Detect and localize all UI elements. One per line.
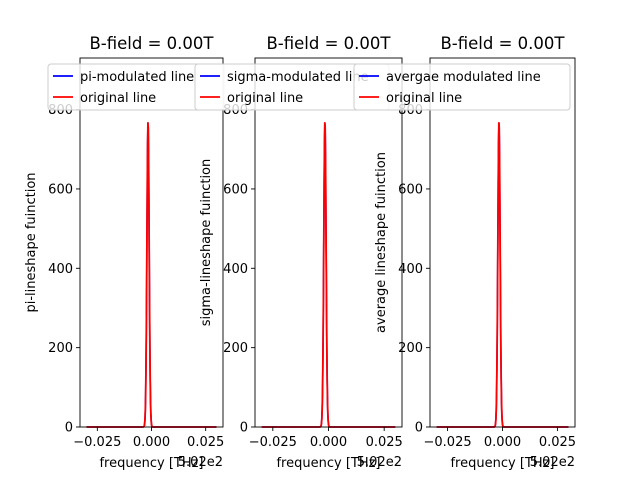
series-line-2: [85, 121, 218, 428]
chart-panel-3: B-field = 0.00T −0.025 0.000 0.025 0 200 400 60…: [353, 34, 576, 471]
legend-entry: pi-modulated line: [80, 70, 194, 85]
x-tick-label: 0.000: [133, 435, 170, 450]
legend-entry: original line: [386, 91, 462, 106]
legend-entry: original line: [227, 91, 303, 106]
legend: sigma-modulated line original line: [194, 63, 390, 111]
x-tick-label: 0.000: [310, 435, 347, 450]
legend-entry: original line: [80, 91, 156, 106]
chart-panel-1: B-field = 0.00T −0.025 0.000 0.025 0 200 400 60…: [24, 34, 225, 471]
y-tick-label: 200: [48, 341, 73, 356]
series-line-1: [86, 122, 217, 428]
x-tick-label: 0.025: [366, 435, 403, 450]
series-line-1: [436, 122, 569, 428]
chart-title: B-field = 0.00T: [266, 34, 391, 53]
x-tick-label: −0.025: [424, 435, 472, 450]
chart-panel-2: B-field = 0.00T −0.025 0.000 0.025 0 200 400 60…: [194, 34, 403, 471]
chart-title: B-field = 0.00T: [89, 34, 214, 53]
y-axis-label: average lineshape fuinction: [374, 152, 389, 333]
y-tick-label: 200: [398, 341, 423, 356]
y-tick-label: 0: [240, 421, 248, 436]
legend-entry: avergae modulated line: [386, 70, 541, 85]
legend: pi-modulated line original line: [47, 63, 225, 111]
x-offset-label: 5.02e2: [530, 455, 575, 470]
y-tick-label: 400: [223, 262, 248, 277]
plot-frame: [429, 57, 576, 428]
legend-box: [353, 63, 571, 111]
x-tick-label: 0.025: [187, 435, 224, 450]
y-tick-label: 400: [48, 262, 73, 277]
x-tick-label: 0.000: [484, 435, 521, 450]
y-tick-label: 200: [223, 341, 248, 356]
y-axis-label: sigma-lineshape fuinction: [199, 159, 214, 327]
y-axis-label: pi-lineshape fuinction: [24, 172, 39, 312]
y-tick-label: 600: [398, 182, 423, 197]
x-offset-label: 5.02e2: [178, 455, 223, 470]
y-tick-label: 600: [48, 182, 73, 197]
legend: avergae modulated line original line: [353, 63, 571, 111]
x-tick-label: 0.025: [539, 435, 576, 450]
y-tick-label: 600: [223, 182, 248, 197]
x-axis-label: frequency [THz]: [450, 456, 554, 471]
y-tick-label: 0: [415, 421, 423, 436]
y-tick-label: 400: [398, 262, 423, 277]
y-tick-label: 0: [65, 421, 73, 436]
series-line-2: [436, 121, 569, 428]
x-axis-label: frequency [THz]: [99, 456, 203, 471]
x-tick-label: −0.025: [73, 435, 121, 450]
x-tick-label: −0.025: [249, 435, 297, 450]
legend-entry: sigma-modulated line: [227, 70, 369, 85]
x-axis-label: frequency [THz]: [276, 456, 380, 471]
chart-title: B-field = 0.00T: [440, 34, 565, 53]
x-offset-label: 5.02e2: [357, 455, 402, 470]
